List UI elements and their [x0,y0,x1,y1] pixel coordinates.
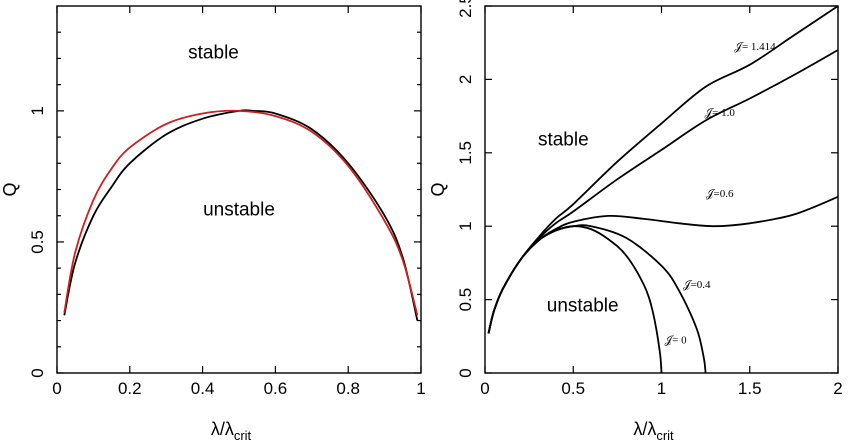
series-label-4: 𝒥=0.4 [683,279,711,291]
x-tick-label: 0.8 [336,379,360,398]
y-tick-label: 2 [456,75,475,84]
region-label-unstable: unstable [547,295,619,316]
series-line-1 [487,5,839,334]
y-tick-label: 0 [28,368,47,377]
y-tick-label: 1 [28,106,47,115]
x-axis-label: λ/λcrit [633,419,674,442]
x-tick-label: 0.4 [191,379,215,398]
series-line-2 [63,109,419,316]
x-tick-label: 1.5 [738,379,762,398]
region-label-stable: stable [538,129,589,150]
x-tick-label: 0 [52,379,61,398]
x-tick-label: 1 [657,379,666,398]
series-line-2 [487,49,839,334]
region-label-stable: stable [188,42,239,63]
series-label-1: 𝒥= 1.414 [734,41,776,53]
region-label-unstable: unstable [203,200,275,221]
y-tick-label: 0.5 [456,288,475,312]
y-tick-label: 0.5 [28,230,47,254]
x-tick-label: 0.2 [118,379,142,398]
x-tick-label: 1 [416,379,425,398]
x-tick-label: 0 [480,379,489,398]
y-tick-label: 1.5 [456,141,475,165]
y-axis-label: Q [0,182,20,196]
y-axis-label: Q [428,182,448,196]
series-label-3: 𝒥=0.6 [706,188,734,200]
plot-frame [484,5,839,374]
x-tick-label: 0.5 [561,379,585,398]
series-label-5: 𝒥= 0 [665,335,688,347]
x-tick-label: 0.6 [264,379,288,398]
y-tick-label: 2.5 [456,0,475,18]
plot-frame [56,5,422,374]
x-axis-label: λ/λcrit [211,419,252,442]
series-line-3 [487,195,839,334]
y-tick-label: 1 [456,221,475,230]
x-tick-label: 2 [833,379,842,398]
series-label-2: 𝒥= 1.0 [705,107,736,119]
y-tick-label: 0 [456,368,475,377]
series-line-5 [487,225,663,374]
